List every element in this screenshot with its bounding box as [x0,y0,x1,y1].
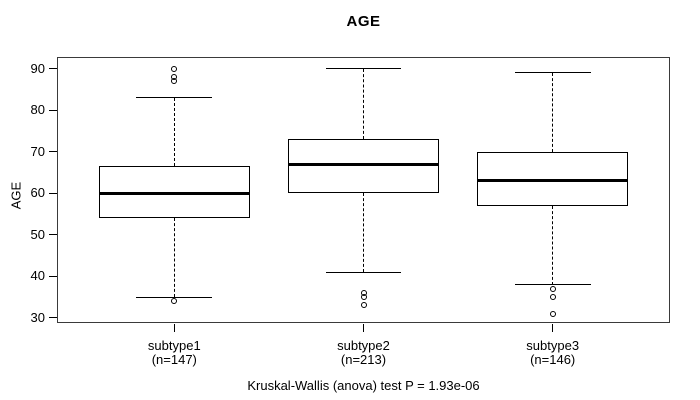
x-tick-mark [363,324,364,332]
y-tick-mark [49,317,57,319]
median-line [477,179,629,183]
upper-whisker-cap [514,72,591,74]
outlier-point [549,285,556,292]
category-count: (n=147) [151,352,197,367]
y-tick-mark [49,151,57,153]
lower-whisker-line [363,193,364,273]
x-tick-label-subtype3: subtype3 (n=146) [493,339,613,367]
iqr-box [477,151,629,206]
lower-whisker-line [173,218,175,298]
outlier-point [171,298,178,305]
chart-title: AGE [346,13,381,30]
y-tick-label: 50 [30,226,45,242]
median-line [98,191,250,195]
x-tick-mark [552,324,554,332]
outlier-point [171,73,178,80]
category-count: (n=146) [530,352,576,367]
outlier-point [360,302,367,309]
upper-whisker-line [173,97,175,167]
outlier-point [549,294,556,301]
category-name: subtype1 [147,338,201,353]
y-tick-label: 70 [30,143,45,159]
upper-whisker-cap [136,97,213,99]
y-tick-mark [49,234,57,236]
iqr-box [287,139,440,194]
x-tick-label-subtype1: subtype1 (n=147) [114,339,234,367]
lower-whisker-cap [325,271,402,273]
median-line [287,162,440,166]
lower-whisker-cap [514,284,591,286]
outlier-point [171,65,178,72]
outlier-point [549,310,556,317]
y-tick-label: 90 [30,60,45,76]
upper-whisker-cap [325,68,402,69]
y-tick-mark [49,275,57,277]
y-tick-mark [49,68,57,69]
outlier-point [360,289,367,296]
y-tick-label: 40 [30,268,45,284]
upper-whisker-line [552,72,554,152]
y-tick-label: 80 [30,102,45,118]
category-name: subtype3 [526,338,580,353]
category-name: subtype2 [337,338,390,353]
x-tick-label-subtype2: subtype2 (n=213) [304,339,424,367]
upper-whisker-line [363,68,364,140]
lower-whisker-line [552,205,554,285]
y-tick-mark [49,109,57,111]
y-tick-label: 60 [30,185,45,201]
y-tick-label: 30 [30,309,45,325]
lower-whisker-cap [136,296,213,298]
y-tick-mark [49,192,57,194]
category-count: (n=213) [340,352,387,367]
statistical-test-caption: Kruskal-Wallis (anova) test P = 1.93e-06 [247,378,480,393]
x-tick-mark [173,324,175,332]
